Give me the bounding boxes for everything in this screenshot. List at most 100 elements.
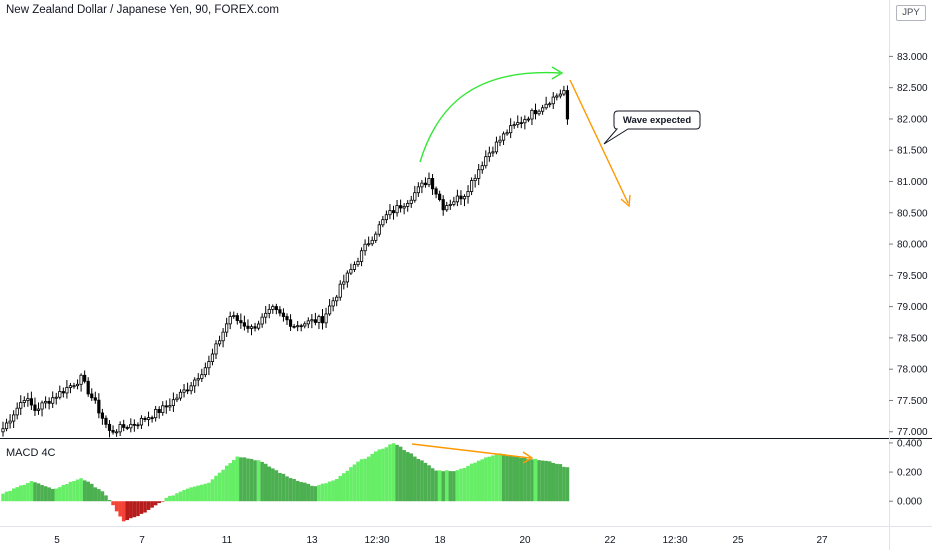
macd-bar-positive: [29, 481, 34, 502]
candle-up: [178, 391, 183, 399]
candle-up: [221, 331, 225, 342]
candle-down: [398, 205, 403, 209]
candle-up: [512, 124, 516, 127]
macd-bar-positive: [228, 463, 232, 502]
macd-bar-positive: [26, 482, 30, 502]
candle-up: [161, 405, 165, 413]
macd-bar-positive: [430, 468, 435, 502]
candle-down: [111, 430, 115, 433]
price-axis-label: 77.000: [897, 427, 928, 438]
candle-up: [228, 316, 232, 325]
macd-bar-positive: [246, 458, 250, 502]
candle-up: [352, 264, 357, 270]
candle-down: [459, 195, 463, 200]
annotation-callout[interactable]: [603, 110, 701, 145]
macd-bar-positive: [377, 449, 382, 502]
candle-down: [132, 423, 136, 426]
projection-arrow-line[interactable]: [569, 79, 629, 204]
candle-up: [203, 367, 207, 376]
candle-down: [164, 405, 168, 408]
macd-bar-positive: [299, 482, 303, 502]
candle-up: [374, 233, 378, 241]
candle-up: [65, 387, 69, 394]
candle-up: [487, 152, 491, 158]
macd-bar-positive: [494, 453, 499, 502]
macd-bar-negative: [139, 501, 144, 514]
macd-bar-positive: [402, 450, 406, 502]
macd-bar-positive: [409, 453, 414, 502]
candle-up: [1, 428, 5, 433]
macd-bar-positive: [540, 460, 545, 502]
candle-up: [207, 361, 211, 369]
macd-bar-positive: [281, 473, 286, 502]
candle-up: [370, 239, 374, 245]
time-axis-label: 22: [604, 535, 616, 546]
candle-down: [320, 316, 325, 324]
candle-down: [288, 319, 293, 327]
candle-down: [423, 182, 428, 186]
candle-up: [36, 408, 41, 411]
macd-bar-positive: [310, 485, 314, 502]
candle-up: [310, 319, 314, 322]
macd-divergence-line[interactable]: [411, 443, 531, 459]
macd-bar-positive: [405, 452, 410, 502]
macd-bar-positive: [551, 463, 556, 502]
candle-down: [136, 424, 140, 427]
macd-bar-positive: [19, 485, 23, 502]
macd-bar-positive: [278, 472, 282, 502]
candle-up: [232, 315, 236, 317]
candle-up: [509, 125, 513, 134]
macd-bar-positive: [207, 482, 211, 502]
candle-up: [363, 243, 367, 252]
candle-up: [58, 391, 62, 398]
candle-up: [455, 195, 460, 203]
candle-up: [249, 326, 254, 329]
price-axis-label: 80.500: [897, 208, 928, 219]
candle-up: [402, 205, 406, 209]
macd-bar-positive: [562, 466, 566, 502]
currency-badge[interactable]: JPY: [896, 5, 926, 21]
candle-up: [171, 399, 175, 406]
candle-up: [317, 316, 321, 323]
candle-up: [420, 182, 424, 188]
candle-up: [22, 400, 26, 403]
candle-up: [193, 379, 197, 387]
candle-down: [253, 326, 257, 329]
candle-up: [196, 378, 200, 381]
macd-indicator-label[interactable]: MACD 4C: [6, 447, 56, 459]
macd-bar-positive: [505, 455, 509, 502]
candle-up: [200, 374, 204, 379]
macd-bar-positive: [235, 456, 240, 502]
candle-up: [267, 308, 271, 314]
green-arc-curve[interactable]: [419, 71, 561, 163]
price-axis-label: 80.000: [897, 240, 928, 251]
candle-up: [72, 385, 76, 388]
candle-down: [93, 397, 97, 401]
candle-down: [313, 319, 318, 323]
time-axis-label: 27: [816, 535, 828, 546]
macd-bar-positive: [86, 481, 90, 502]
candle-up: [324, 313, 328, 324]
candle-down: [86, 380, 90, 395]
candle-up: [505, 132, 509, 135]
macd-bar-positive: [271, 468, 275, 502]
macd-bar-positive: [239, 457, 243, 502]
macd-bar-positive: [558, 464, 563, 502]
macd-bar-positive: [295, 480, 300, 502]
candle-up: [338, 283, 342, 298]
candle-down: [441, 199, 445, 211]
macd-bar-positive: [263, 463, 268, 502]
candle-down: [47, 400, 51, 404]
macd-bar-positive: [260, 461, 264, 502]
candle-down: [242, 322, 246, 327]
macd-bar-positive: [519, 457, 524, 502]
candle-down: [391, 210, 396, 214]
candle-up: [381, 219, 385, 226]
price-axis-label: 81.500: [897, 146, 928, 157]
macd-bar-positive: [249, 458, 254, 502]
candle-up: [154, 408, 158, 419]
macd-bar-positive: [356, 461, 360, 502]
candle-down: [235, 315, 239, 321]
candle-up: [498, 139, 502, 143]
